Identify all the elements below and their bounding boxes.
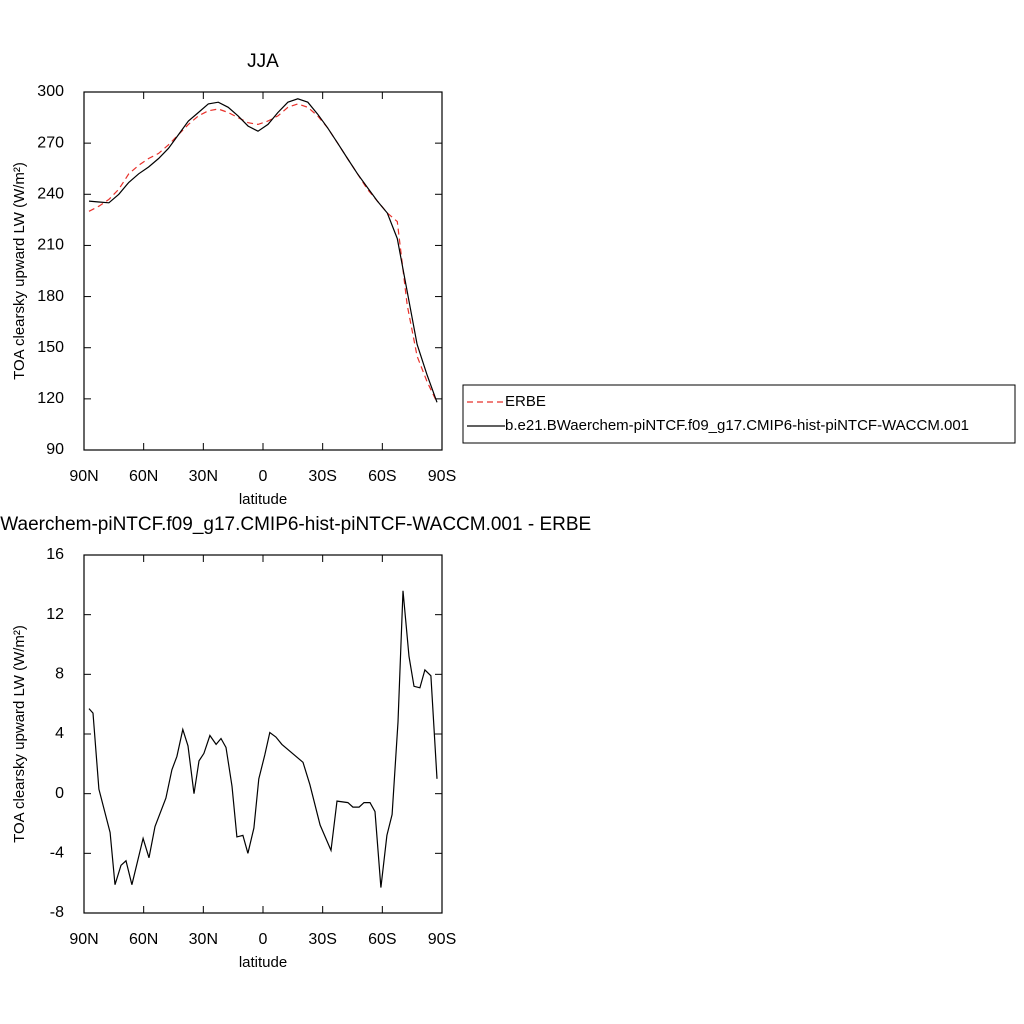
legend-label: ERBE bbox=[505, 393, 546, 410]
x-tick-label: 90S bbox=[428, 468, 456, 485]
y-tick-label: 240 bbox=[37, 186, 64, 203]
y-tick-label: 4 bbox=[55, 725, 64, 742]
legend-label: b.e21.BWaerchem-piNTCF.f09_g17.CMIP6-his… bbox=[505, 417, 969, 434]
y-tick-label: 150 bbox=[37, 339, 64, 356]
y-axis-label: TOA clearsky upward LW (W/m²) bbox=[11, 162, 28, 380]
data-line bbox=[88, 103, 438, 403]
x-tick-label: 30S bbox=[308, 468, 336, 485]
data-line bbox=[88, 590, 438, 888]
legend-box bbox=[462, 384, 1016, 444]
x-tick-label: 90S bbox=[428, 931, 456, 948]
y-tick-label: 90 bbox=[46, 441, 64, 458]
y-tick-label: 12 bbox=[46, 606, 64, 623]
x-tick-label: 0 bbox=[259, 931, 268, 948]
y-tick-label: 16 bbox=[46, 546, 64, 563]
y-tick-label: 8 bbox=[55, 666, 64, 683]
x-tick-label: 60N bbox=[129, 468, 158, 485]
x-axis-label: latitude bbox=[239, 491, 287, 508]
x-tick-label: 60S bbox=[368, 468, 396, 485]
y-tick-label: 0 bbox=[55, 785, 64, 802]
y-tick-label: 210 bbox=[37, 237, 64, 254]
y-tick-label: 300 bbox=[37, 83, 64, 100]
x-tick-label: 60N bbox=[129, 931, 158, 948]
y-axis-label: TOA clearsky upward LW (W/m²) bbox=[11, 625, 28, 843]
x-tick-label: 0 bbox=[259, 468, 268, 485]
y-tick-label: 120 bbox=[37, 390, 64, 407]
y-tick-label: 180 bbox=[37, 288, 64, 305]
x-axis-label: latitude bbox=[239, 954, 287, 971]
plot-frame bbox=[83, 91, 443, 451]
x-tick-label: 90N bbox=[69, 931, 98, 948]
y-tick-label: -8 bbox=[50, 904, 64, 921]
chart-title: JJA bbox=[247, 51, 279, 72]
x-tick-label: 30N bbox=[189, 931, 218, 948]
x-tick-label: 30S bbox=[308, 931, 336, 948]
x-tick-label: 90N bbox=[69, 468, 98, 485]
chart-title: b.e21.BWaerchem-piNTCF.f09_g17.CMIP6-his… bbox=[0, 514, 591, 535]
data-line bbox=[88, 98, 438, 403]
x-tick-label: 60S bbox=[368, 931, 396, 948]
x-tick-label: 30N bbox=[189, 468, 218, 485]
y-tick-label: 270 bbox=[37, 134, 64, 151]
y-tick-label: -4 bbox=[50, 845, 64, 862]
